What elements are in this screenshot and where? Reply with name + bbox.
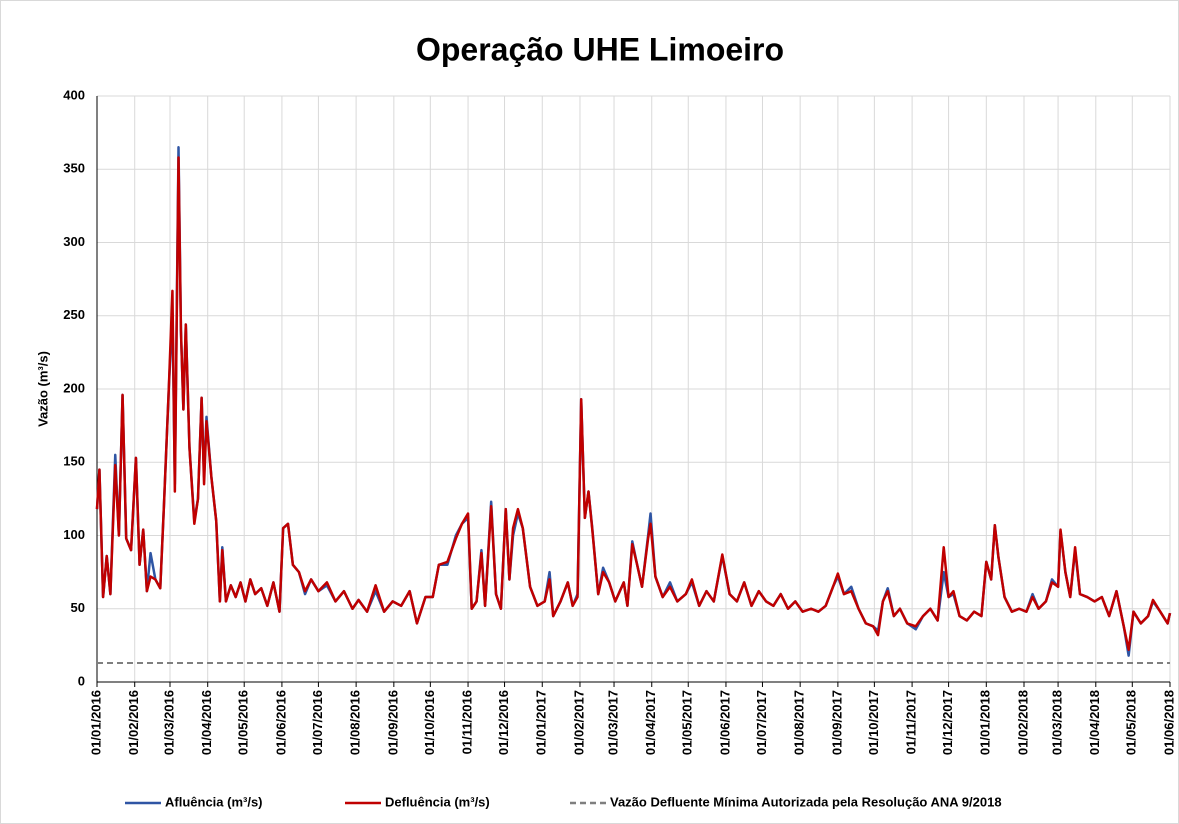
x-tick-label: 01/03/2017 (605, 690, 620, 755)
x-tick-label: 01/06/2016 (273, 690, 288, 755)
x-tick-label: 01/11/2016 (459, 690, 474, 754)
x-tick-label: 01/06/2017 (717, 690, 732, 755)
x-tick-label: 01/09/2017 (829, 690, 844, 755)
x-tick-label: 01/02/2017 (571, 690, 586, 755)
x-tick-label: 01/07/2017 (754, 690, 769, 755)
series-line (95, 156, 1172, 652)
y-tick-label: 0 (78, 673, 85, 688)
legend-label: Defluência (m³/s) (385, 794, 490, 809)
y-axis-label: Vazão (m³/s) (35, 351, 50, 427)
x-tick-label: 01/04/2018 (1087, 690, 1102, 755)
x-tick-label: 01/01/2016 (88, 690, 103, 755)
y-tick-label: 350 (63, 161, 85, 176)
y-tick-label: 50 (71, 600, 85, 615)
x-tick-label: 01/05/2016 (236, 690, 251, 755)
x-tick-label: 01/09/2016 (385, 690, 400, 755)
x-tick-label: 01/12/2017 (940, 690, 955, 755)
x-tick-label: 01/01/2018 (978, 690, 993, 755)
x-tick-label: 01/05/2018 (1124, 690, 1139, 755)
y-tick-label: 150 (63, 454, 85, 469)
y-tick-label: 400 (63, 87, 85, 102)
y-tick-label: 250 (63, 307, 85, 322)
legend-label: Afluência (m³/s) (165, 794, 263, 809)
x-tick-label: 01/08/2017 (792, 690, 807, 755)
x-tick-label: 01/02/2018 (1015, 690, 1030, 755)
x-tick-label: 01/03/2018 (1050, 690, 1065, 755)
legend-label: Vazão Defluente Mínima Autorizada pela R… (610, 794, 1002, 809)
x-tick-label: 01/05/2017 (680, 690, 695, 755)
x-tick-label: 01/12/2016 (496, 690, 511, 755)
x-tick-label: 01/10/2016 (422, 690, 437, 755)
x-tick-label: 01/04/2017 (643, 690, 658, 755)
x-tick-label: 01/11/2017 (904, 690, 919, 754)
x-tick-label: 01/03/2016 (161, 690, 176, 755)
x-tick-label: 01/04/2016 (199, 690, 214, 755)
x-tick-label: 01/01/2017 (534, 690, 549, 755)
y-tick-label: 100 (63, 527, 85, 542)
x-tick-label: 01/10/2017 (866, 690, 881, 755)
chart-title: Operação UHE Limoeiro (416, 31, 784, 67)
y-tick-label: 200 (63, 380, 85, 395)
x-tick-label: 01/07/2016 (310, 690, 325, 755)
x-tick-label: 01/08/2016 (348, 690, 363, 755)
x-tick-label: 01/06/2018 (1161, 690, 1176, 755)
x-tick-label: 01/02/2016 (126, 690, 141, 755)
y-tick-label: 300 (63, 234, 85, 249)
